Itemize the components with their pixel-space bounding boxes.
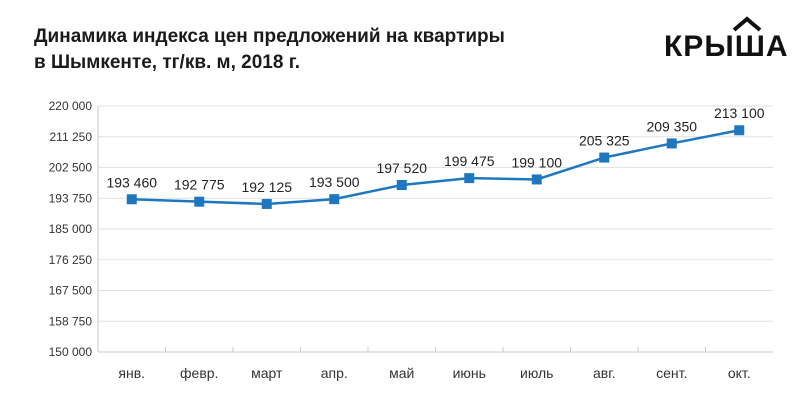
data-label: 209 350 — [646, 118, 697, 134]
data-point — [464, 173, 475, 184]
y-tick-label: 185 000 — [49, 222, 93, 236]
data-point — [666, 138, 677, 149]
y-tick-label: 167 500 — [49, 284, 93, 298]
data-point — [329, 194, 340, 205]
roof-icon — [732, 16, 762, 32]
y-tick-label: 220 000 — [49, 99, 93, 113]
data-label: 213 100 — [714, 105, 765, 121]
chart-title-line-1: Динамика индекса цен предложений на квар… — [34, 26, 505, 47]
chart-title-line-2: в Шымкенте, тг/кв. м, 2018 г. — [34, 52, 301, 73]
x-tick-label: март — [251, 365, 283, 381]
x-tick-label: сент. — [656, 365, 687, 381]
y-tick-label: 211 250 — [50, 130, 93, 144]
x-tick-label: апр. — [321, 365, 348, 381]
y-tick-label: 176 250 — [49, 253, 93, 267]
y-tick-label: 158 750 — [49, 314, 93, 328]
data-label: 199 475 — [444, 153, 495, 169]
data-point — [734, 125, 745, 136]
x-tick-label: авг. — [593, 365, 616, 381]
krysha-logo: КРЫША — [664, 16, 790, 63]
data-point — [531, 174, 542, 185]
data-label: 199 100 — [511, 154, 562, 170]
x-tick-label: май — [389, 365, 414, 381]
data-point — [599, 152, 610, 163]
data-label: 192 775 — [174, 177, 225, 193]
data-label: 192 125 — [241, 179, 292, 195]
data-label: 205 325 — [579, 133, 630, 149]
series-line — [131, 129, 740, 206]
data-point — [261, 198, 272, 209]
data-label: 193 500 — [309, 174, 360, 190]
data-point — [126, 194, 137, 205]
x-tick-label: окт. — [728, 365, 751, 381]
y-tick-label: 150 000 — [49, 345, 93, 359]
data-label: 193 460 — [106, 174, 157, 190]
data-label: 197 520 — [376, 160, 427, 176]
x-tick-label: июль — [520, 365, 553, 381]
x-tick-label: янв. — [118, 365, 145, 381]
data-point — [194, 196, 205, 207]
x-tick-label: июнь — [453, 365, 486, 381]
chart-title: Динамика индекса цен предложений на квар… — [34, 24, 505, 76]
data-point — [396, 180, 407, 191]
y-tick-label: 202 500 — [49, 161, 93, 175]
y-tick-label: 193 750 — [49, 191, 93, 205]
logo-text: КРЫША — [664, 30, 789, 63]
x-tick-label: февр. — [180, 365, 218, 381]
